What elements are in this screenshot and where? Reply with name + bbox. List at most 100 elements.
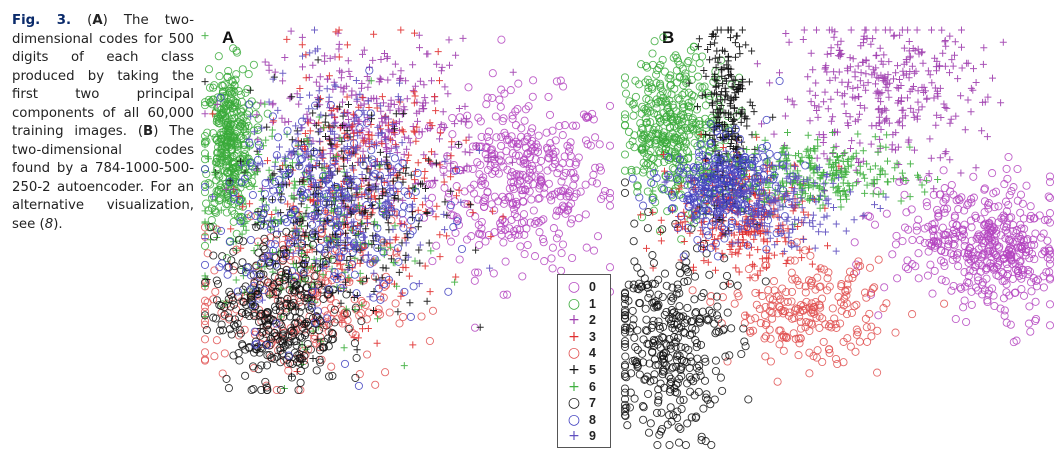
data-point	[483, 187, 492, 196]
data-point	[770, 251, 778, 259]
data-point	[479, 197, 488, 206]
data-point	[219, 127, 228, 137]
data-point	[535, 181, 544, 190]
data-point	[431, 176, 439, 184]
data-point	[230, 88, 239, 97]
data-point	[520, 116, 529, 125]
data-point	[581, 210, 590, 219]
data-point	[979, 60, 987, 68]
data-point	[468, 164, 477, 174]
data-point	[413, 109, 421, 117]
data-point	[882, 116, 890, 124]
data-point	[366, 135, 374, 143]
data-point	[212, 136, 222, 145]
data-point	[957, 169, 965, 177]
data-point	[225, 126, 234, 135]
data-point	[304, 119, 312, 127]
data-point	[781, 112, 789, 120]
data-point	[888, 145, 896, 153]
data-point	[657, 216, 665, 224]
data-point	[200, 165, 210, 174]
data-point	[873, 326, 882, 335]
data-point	[241, 371, 250, 380]
data-point	[700, 257, 708, 265]
data-point	[307, 171, 315, 179]
data-point	[642, 94, 651, 103]
data-point	[376, 122, 384, 130]
data-point	[643, 63, 652, 72]
data-point	[983, 133, 991, 141]
data-point	[538, 235, 548, 244]
data-point	[409, 61, 417, 69]
data-point	[455, 113, 464, 122]
data-point	[854, 93, 862, 101]
data-point	[508, 111, 517, 120]
data-point	[342, 290, 351, 299]
data-point	[776, 69, 783, 77]
data-point	[486, 161, 495, 170]
data-point	[451, 120, 459, 128]
data-point	[821, 65, 829, 73]
data-point	[402, 264, 410, 272]
data-point	[914, 274, 923, 283]
data-point	[235, 356, 244, 365]
data-point	[463, 162, 471, 170]
data-point	[1045, 321, 1055, 330]
data-point	[957, 92, 965, 100]
data-point	[416, 77, 424, 85]
data-point	[963, 59, 971, 67]
data-point	[446, 61, 453, 69]
data-point	[779, 346, 788, 355]
data-point	[487, 233, 495, 241]
data-point	[200, 260, 210, 269]
data-point	[749, 260, 757, 268]
series-4	[688, 238, 949, 386]
data-point	[1043, 236, 1052, 245]
data-point	[421, 94, 429, 102]
data-point	[850, 238, 859, 247]
data-point	[335, 26, 343, 34]
data-point	[853, 328, 862, 337]
data-point	[535, 164, 544, 173]
data-point	[508, 114, 517, 123]
data-point	[237, 107, 246, 117]
data-point	[581, 180, 590, 189]
data-point	[620, 121, 630, 130]
data-point	[688, 64, 697, 73]
data-point	[550, 159, 559, 169]
data-point	[218, 81, 227, 90]
data-point	[290, 177, 298, 185]
data-point	[444, 90, 452, 98]
data-point	[961, 126, 969, 134]
data-point	[382, 264, 390, 272]
data-point	[940, 184, 949, 193]
data-point	[913, 112, 921, 120]
data-point	[509, 68, 517, 76]
data-point	[265, 166, 273, 174]
data-point	[230, 131, 239, 140]
data-point	[354, 381, 363, 390]
data-point	[765, 325, 774, 334]
data-point	[244, 70, 253, 79]
data-point	[885, 93, 893, 101]
data-point	[239, 203, 247, 211]
data-point	[473, 268, 483, 277]
data-point	[807, 49, 815, 57]
data-point	[377, 56, 385, 63]
data-point	[363, 73, 371, 80]
data-point	[469, 209, 477, 217]
data-point	[496, 151, 505, 160]
data-point	[521, 105, 530, 114]
data-point	[891, 240, 900, 249]
data-point	[831, 354, 841, 364]
data-point	[319, 154, 327, 162]
data-point	[937, 275, 946, 284]
data-point	[345, 101, 352, 108]
data-point	[947, 115, 955, 123]
data-point	[309, 109, 317, 117]
data-point	[497, 141, 506, 150]
data-point	[620, 73, 630, 82]
data-point	[228, 104, 237, 113]
data-point	[337, 83, 345, 91]
data-point	[914, 249, 923, 258]
